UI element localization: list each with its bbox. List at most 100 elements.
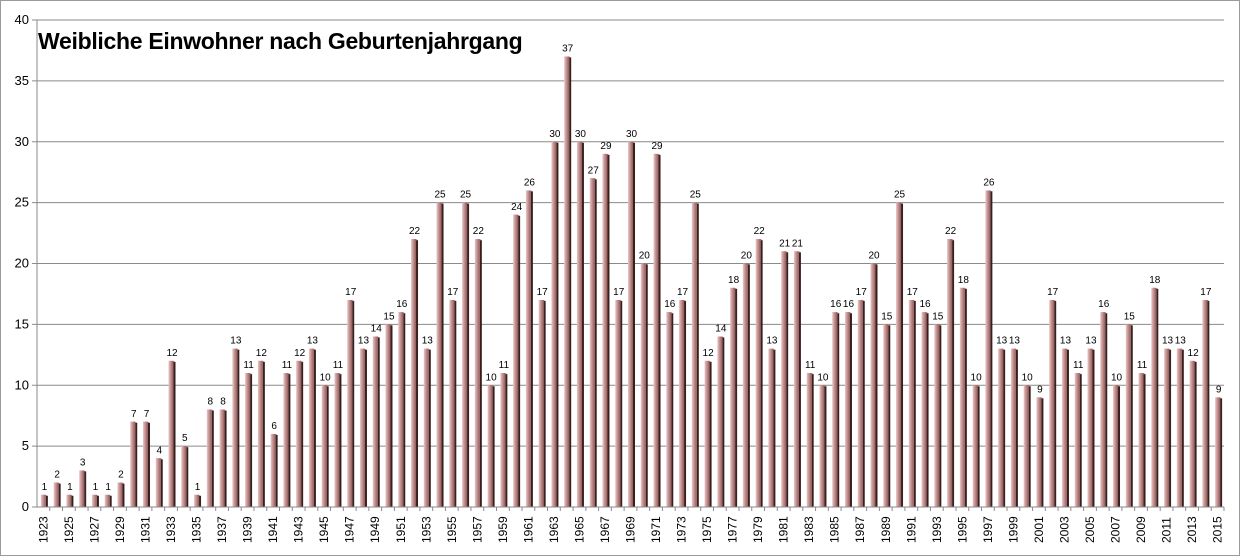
bar-1989 bbox=[883, 324, 891, 507]
bar-1945 bbox=[321, 385, 329, 507]
bar-1973 bbox=[679, 300, 687, 507]
bar-2009 bbox=[1138, 373, 1146, 507]
bar-1998 bbox=[998, 348, 1006, 507]
data-label: 17 bbox=[1200, 287, 1212, 298]
bar-1996 bbox=[972, 385, 980, 507]
bar-1977 bbox=[730, 287, 738, 507]
bar-1971 bbox=[653, 153, 661, 508]
data-label: 20 bbox=[741, 251, 753, 262]
bar-1999 bbox=[1010, 348, 1018, 507]
y-tick-label: 5 bbox=[22, 438, 29, 453]
x-tick-label: 1929 bbox=[113, 516, 127, 543]
data-label: 17 bbox=[447, 287, 459, 298]
data-label: 11 bbox=[499, 360, 510, 371]
data-label: 16 bbox=[664, 299, 676, 310]
bar-2007 bbox=[1113, 385, 1121, 507]
bar-1935 bbox=[194, 494, 202, 507]
data-label: 1 bbox=[42, 482, 48, 493]
x-tick-label: 1953 bbox=[419, 516, 433, 543]
bar-1938 bbox=[232, 348, 240, 507]
data-label: 21 bbox=[779, 238, 791, 249]
data-label: 1 bbox=[195, 482, 201, 493]
bar-1927 bbox=[91, 494, 99, 507]
data-label: 24 bbox=[511, 202, 523, 213]
bar-1943 bbox=[296, 360, 304, 507]
bar-1928 bbox=[104, 494, 112, 507]
bar-1963 bbox=[551, 141, 559, 507]
x-tick-label: 1963 bbox=[547, 516, 561, 543]
bar-1993 bbox=[934, 324, 942, 507]
bar-1950 bbox=[385, 324, 393, 507]
bar-1931 bbox=[142, 421, 150, 507]
x-tick-label: 1957 bbox=[470, 516, 484, 543]
x-tick-label: 1969 bbox=[624, 516, 638, 543]
x-tick-label: 1935 bbox=[190, 516, 204, 543]
bar-1949 bbox=[372, 336, 380, 507]
data-label: 22 bbox=[945, 226, 957, 237]
x-tick-label: 1949 bbox=[368, 516, 382, 543]
bar-1991 bbox=[908, 300, 916, 507]
data-label: 20 bbox=[639, 251, 651, 262]
bar-1987 bbox=[857, 300, 865, 507]
y-tick-label: 40 bbox=[15, 12, 29, 27]
data-label: 17 bbox=[613, 287, 625, 298]
x-tick-label: 1979 bbox=[751, 516, 765, 543]
bar-1972 bbox=[666, 312, 674, 507]
x-tick-label: 1987 bbox=[853, 516, 867, 543]
data-label: 12 bbox=[1188, 348, 1200, 359]
bar-1934 bbox=[181, 446, 189, 507]
bar-2014 bbox=[1202, 300, 1210, 507]
data-label: 13 bbox=[1060, 336, 1072, 347]
x-tick-label: 1973 bbox=[675, 516, 689, 543]
data-label: 25 bbox=[894, 190, 906, 201]
bar-2011 bbox=[1164, 348, 1172, 507]
x-tick-label: 1941 bbox=[266, 516, 280, 543]
data-label: 10 bbox=[486, 372, 498, 383]
x-tick-label: 1927 bbox=[87, 516, 101, 543]
data-label: 7 bbox=[131, 409, 137, 420]
x-tick-label: 1955 bbox=[445, 516, 459, 543]
bar-1980 bbox=[768, 348, 776, 507]
data-label: 21 bbox=[792, 238, 804, 249]
data-label: 26 bbox=[524, 177, 536, 188]
data-label: 9 bbox=[1216, 384, 1222, 395]
bar-1956 bbox=[462, 202, 470, 507]
data-label: 16 bbox=[843, 299, 855, 310]
x-tick-label: 1975 bbox=[700, 516, 714, 543]
data-label: 7 bbox=[144, 409, 150, 420]
bar-1944 bbox=[308, 348, 316, 507]
bar-2010 bbox=[1151, 287, 1159, 507]
bar-1936 bbox=[206, 409, 214, 507]
x-tick-label: 1947 bbox=[343, 516, 357, 543]
bar-1961 bbox=[525, 190, 533, 507]
y-tick-label: 30 bbox=[15, 134, 29, 149]
x-tick-label: 1997 bbox=[981, 516, 995, 543]
data-label: 18 bbox=[1149, 275, 1161, 286]
data-label: 22 bbox=[409, 226, 421, 237]
bar-2002 bbox=[1049, 300, 1057, 507]
data-label: 13 bbox=[996, 336, 1008, 347]
bar-1953 bbox=[423, 348, 431, 507]
bar-1986 bbox=[844, 312, 852, 507]
x-tick-label: 1933 bbox=[164, 516, 178, 543]
x-tick-label: 1995 bbox=[955, 516, 969, 543]
data-label: 11 bbox=[1073, 360, 1084, 371]
data-label: 17 bbox=[856, 287, 868, 298]
data-label: 12 bbox=[703, 348, 715, 359]
data-label: 10 bbox=[1111, 372, 1123, 383]
data-label: 17 bbox=[1047, 287, 1059, 298]
bar-1959 bbox=[500, 373, 508, 507]
x-tick-label: 1971 bbox=[649, 516, 663, 543]
data-label: 16 bbox=[919, 299, 931, 310]
data-label: 12 bbox=[166, 348, 178, 359]
data-label: 8 bbox=[220, 397, 226, 408]
data-label: 14 bbox=[371, 324, 383, 335]
bar-1954 bbox=[436, 202, 444, 507]
data-label: 11 bbox=[1137, 360, 1148, 371]
data-label: 17 bbox=[677, 287, 689, 298]
bar-1983 bbox=[806, 373, 814, 507]
bar-1955 bbox=[449, 300, 457, 507]
x-tick-label: 2013 bbox=[1185, 516, 1199, 543]
bar-1978 bbox=[742, 263, 750, 507]
